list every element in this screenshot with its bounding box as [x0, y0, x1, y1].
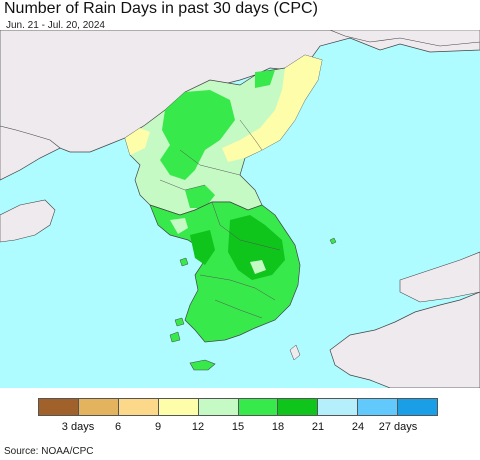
legend-tick-label: 21 — [311, 421, 325, 433]
legend-swatch — [358, 399, 399, 415]
legend-swatch — [118, 399, 159, 415]
land-japan — [329, 291, 480, 388]
legend-tick-label: 18 — [271, 421, 285, 433]
legend-tick-label: 15 — [231, 421, 245, 433]
legend-swatch — [318, 399, 359, 415]
rain-zone-15-pocket — [250, 260, 266, 274]
island-southwest-2 — [169, 331, 181, 343]
legend-tick-label: 12 — [191, 421, 205, 433]
legend-tick-label: 3 days — [61, 421, 95, 433]
rain-zone-18-nk-mid — [185, 185, 215, 208]
rain-zone-15-coast — [170, 218, 188, 234]
legend-swatch — [158, 399, 199, 415]
legend-tick-label: 27 days — [378, 421, 418, 433]
rain-zone-18-nk-north — [255, 70, 275, 88]
island-jeju — [189, 359, 216, 371]
legend-swatch — [198, 399, 239, 415]
legend-swatch — [78, 399, 119, 415]
island-tsushima — [289, 344, 301, 361]
legend-swatch — [238, 399, 279, 415]
legend-swatch — [39, 399, 79, 415]
legend-tick-label: 6 — [114, 421, 122, 433]
legend-tick-label: 24 — [351, 421, 365, 433]
island-ulleung — [329, 237, 337, 245]
color-legend — [38, 398, 438, 416]
rain-zone-12-ne — [222, 55, 322, 162]
land-japan-honshu — [399, 251, 480, 303]
island-southwest-1 — [174, 317, 185, 327]
legend-tick-label: 9 — [154, 421, 162, 433]
legend-swatch — [398, 399, 438, 415]
rain-zone-21-core — [228, 215, 285, 280]
rain-days-map — [0, 30, 480, 388]
page-title: Number of Rain Days in past 30 days (CPC… — [4, 0, 318, 17]
rain-zone-18-nk-west — [160, 90, 235, 180]
rain-zone-12-west — [125, 128, 150, 155]
land-shandong — [0, 199, 56, 243]
island-west-sea — [179, 257, 189, 267]
rain-zone-21-west — [190, 230, 215, 265]
province-borders — [159, 119, 281, 319]
legend-tick-labels: 3 days 6 9 12 15 18 21 24 27 days — [38, 421, 438, 435]
land-russia — [329, 30, 480, 47]
legend-swatch — [278, 399, 319, 415]
date-range: Jun. 21 - Jul. 20, 2024 — [6, 20, 105, 31]
source-credit: Source: NOAA/CPC — [4, 446, 94, 457]
land-liaodong — [0, 125, 61, 181]
